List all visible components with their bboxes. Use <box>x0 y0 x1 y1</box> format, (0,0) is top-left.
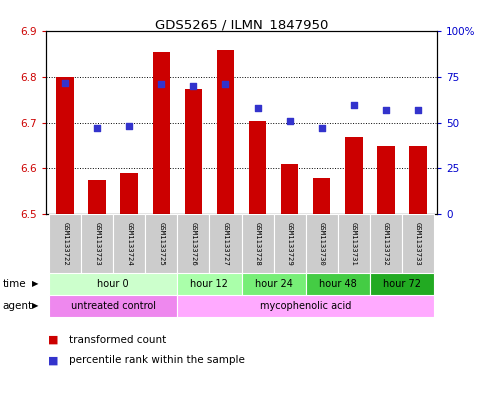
Text: agent: agent <box>2 301 32 311</box>
Text: GSM1133733: GSM1133733 <box>415 222 421 266</box>
Bar <box>88 180 106 214</box>
Bar <box>273 214 306 273</box>
Text: GSM1133729: GSM1133729 <box>286 222 293 266</box>
Bar <box>249 121 266 214</box>
Bar <box>185 88 202 214</box>
Point <box>286 118 294 124</box>
Point <box>414 107 422 113</box>
Text: GSM1133730: GSM1133730 <box>319 222 325 266</box>
Text: time: time <box>2 279 26 289</box>
Bar <box>177 295 434 317</box>
Bar <box>177 273 242 295</box>
Bar <box>242 214 273 273</box>
Text: GSM1133723: GSM1133723 <box>94 222 100 266</box>
Bar <box>49 214 81 273</box>
Bar <box>49 295 177 317</box>
Text: ■: ■ <box>48 335 59 345</box>
Text: GDS5265 / ILMN_1847950: GDS5265 / ILMN_1847950 <box>155 18 328 31</box>
Bar <box>57 77 74 214</box>
Bar <box>370 214 402 273</box>
Text: percentile rank within the sample: percentile rank within the sample <box>69 355 244 365</box>
Point <box>382 107 390 113</box>
Text: GSM1133728: GSM1133728 <box>255 222 260 266</box>
Text: hour 0: hour 0 <box>98 279 129 289</box>
Text: untreated control: untreated control <box>71 301 156 311</box>
Bar <box>177 214 210 273</box>
Bar <box>242 273 306 295</box>
Bar <box>217 50 234 214</box>
Bar <box>306 273 370 295</box>
Bar <box>113 214 145 273</box>
Text: GSM1133724: GSM1133724 <box>126 222 132 266</box>
Point <box>126 123 133 130</box>
Bar <box>81 214 113 273</box>
Point <box>157 81 165 88</box>
Point <box>350 101 357 108</box>
Point <box>93 125 101 131</box>
Bar <box>345 136 363 214</box>
Bar <box>120 173 138 214</box>
Text: GSM1133731: GSM1133731 <box>351 222 357 266</box>
Text: GSM1133727: GSM1133727 <box>223 222 228 266</box>
Point <box>189 83 197 90</box>
Bar <box>402 214 434 273</box>
Bar <box>306 214 338 273</box>
Bar <box>370 273 434 295</box>
Bar <box>409 146 426 214</box>
Bar <box>49 273 177 295</box>
Bar <box>338 214 370 273</box>
Bar <box>153 52 170 214</box>
Text: ▶: ▶ <box>31 279 38 288</box>
Point <box>222 81 229 88</box>
Text: hour 72: hour 72 <box>383 279 421 289</box>
Point <box>254 105 261 111</box>
Text: hour 48: hour 48 <box>319 279 356 289</box>
Bar <box>281 164 298 214</box>
Point <box>61 79 69 86</box>
Text: hour 12: hour 12 <box>190 279 228 289</box>
Point <box>318 125 326 131</box>
Bar <box>377 146 395 214</box>
Text: ▶: ▶ <box>31 301 38 310</box>
Text: GSM1133725: GSM1133725 <box>158 222 164 266</box>
Bar <box>145 214 177 273</box>
Text: GSM1133732: GSM1133732 <box>383 222 389 266</box>
Text: ■: ■ <box>48 355 59 365</box>
Text: GSM1133722: GSM1133722 <box>62 222 68 266</box>
Bar <box>210 214 242 273</box>
Bar <box>313 178 330 214</box>
Text: transformed count: transformed count <box>69 335 166 345</box>
Text: hour 24: hour 24 <box>255 279 293 289</box>
Text: GSM1133726: GSM1133726 <box>190 222 197 266</box>
Text: mycophenolic acid: mycophenolic acid <box>260 301 351 311</box>
